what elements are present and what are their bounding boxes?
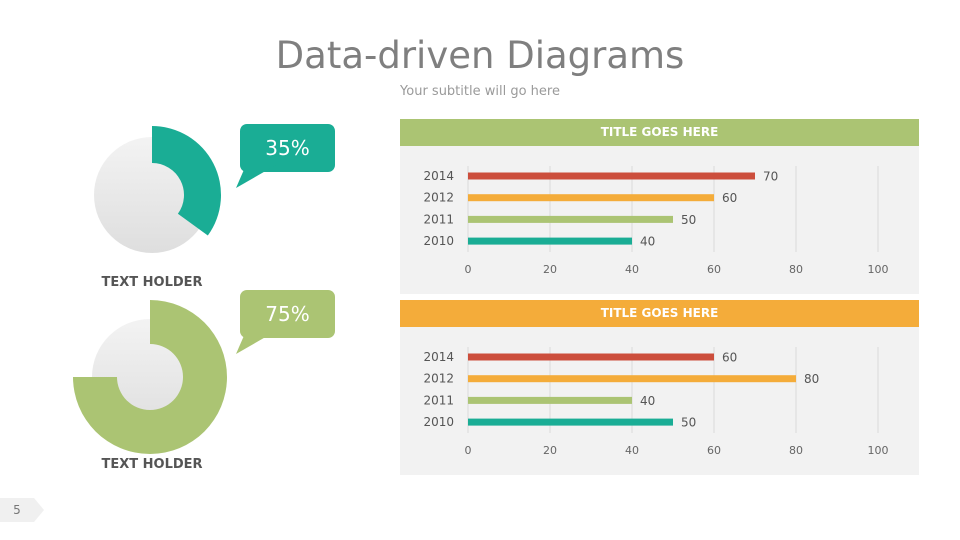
donut-segment bbox=[152, 126, 222, 236]
x-tick-label: 0 bbox=[465, 444, 472, 457]
y-category-label: 2011 bbox=[423, 212, 454, 226]
x-tick-label: 60 bbox=[707, 263, 721, 276]
y-category-label: 2012 bbox=[423, 372, 454, 386]
donut-caption-1: TEXT HOLDER bbox=[101, 275, 203, 290]
bar-chart-2: 0 20 40 60 80 100 2014 60 2012 80 2011 40 2010 50 bbox=[423, 347, 889, 457]
bar bbox=[468, 194, 714, 202]
percent-label: 35% bbox=[265, 136, 310, 160]
x-tick-label: 40 bbox=[625, 444, 639, 457]
x-tick-label: 20 bbox=[543, 444, 557, 457]
x-tick-label: 80 bbox=[789, 444, 803, 457]
page-number-tag bbox=[0, 498, 44, 522]
percent-bubble-2: 75% bbox=[240, 290, 335, 338]
bar bbox=[468, 396, 632, 404]
donut-chart-1 bbox=[94, 126, 222, 253]
x-tick-label: 60 bbox=[707, 444, 721, 457]
page-subtitle: Your subtitle will go here bbox=[400, 84, 560, 99]
x-tick-label: 80 bbox=[789, 263, 803, 276]
x-tick-label: 100 bbox=[868, 263, 889, 276]
y-category-label: 2010 bbox=[423, 415, 454, 429]
bar-value-label: 50 bbox=[681, 213, 696, 227]
percent-label: 75% bbox=[265, 302, 310, 326]
y-category-label: 2014 bbox=[423, 169, 454, 183]
bar bbox=[468, 237, 632, 245]
bar-value-label: 50 bbox=[681, 416, 696, 430]
bar-value-label: 60 bbox=[722, 351, 737, 365]
donut-caption-2: TEXT HOLDER bbox=[101, 457, 203, 472]
x-tick-label: 20 bbox=[543, 263, 557, 276]
panel-title: TITLE GOES HERE bbox=[400, 300, 919, 327]
bar-value-label: 80 bbox=[804, 372, 819, 386]
x-tick-label: 100 bbox=[868, 444, 889, 457]
bar-value-label: 60 bbox=[722, 191, 737, 205]
bar-value-label: 40 bbox=[640, 235, 655, 249]
bar bbox=[468, 353, 714, 361]
bubble-tail bbox=[236, 165, 276, 188]
bar bbox=[468, 418, 673, 426]
donut-chart-2 bbox=[73, 300, 227, 454]
bar bbox=[468, 172, 755, 180]
bubble-tail bbox=[236, 331, 276, 354]
bar-value-label: 40 bbox=[640, 394, 655, 408]
panel-title: TITLE GOES HERE bbox=[400, 119, 919, 146]
page-number: 5 bbox=[13, 503, 21, 517]
bar-chart-panel-2: TITLE GOES HERE 0 20 40 60 80 100 2014 60 2012 80… bbox=[400, 300, 919, 475]
bar-value-label: 70 bbox=[763, 170, 778, 184]
y-category-label: 2012 bbox=[423, 191, 454, 205]
bar bbox=[468, 215, 673, 223]
bar-chart-panel-1: TITLE GOES HERE 0 20 40 60 80 100 2014 70 2012 60… bbox=[400, 119, 919, 294]
donut-segment bbox=[73, 300, 227, 454]
x-tick-label: 40 bbox=[625, 263, 639, 276]
y-category-label: 2011 bbox=[423, 393, 454, 407]
x-tick-label: 0 bbox=[465, 263, 472, 276]
bar bbox=[468, 375, 796, 383]
percent-bubble-1: 35% bbox=[240, 124, 335, 172]
page-title: Data-driven Diagrams bbox=[275, 34, 685, 77]
y-category-label: 2014 bbox=[423, 350, 454, 364]
y-category-label: 2010 bbox=[423, 234, 454, 248]
bar-chart-1: 0 20 40 60 80 100 2014 70 2012 60 2011 50 2010 40 bbox=[423, 166, 889, 276]
